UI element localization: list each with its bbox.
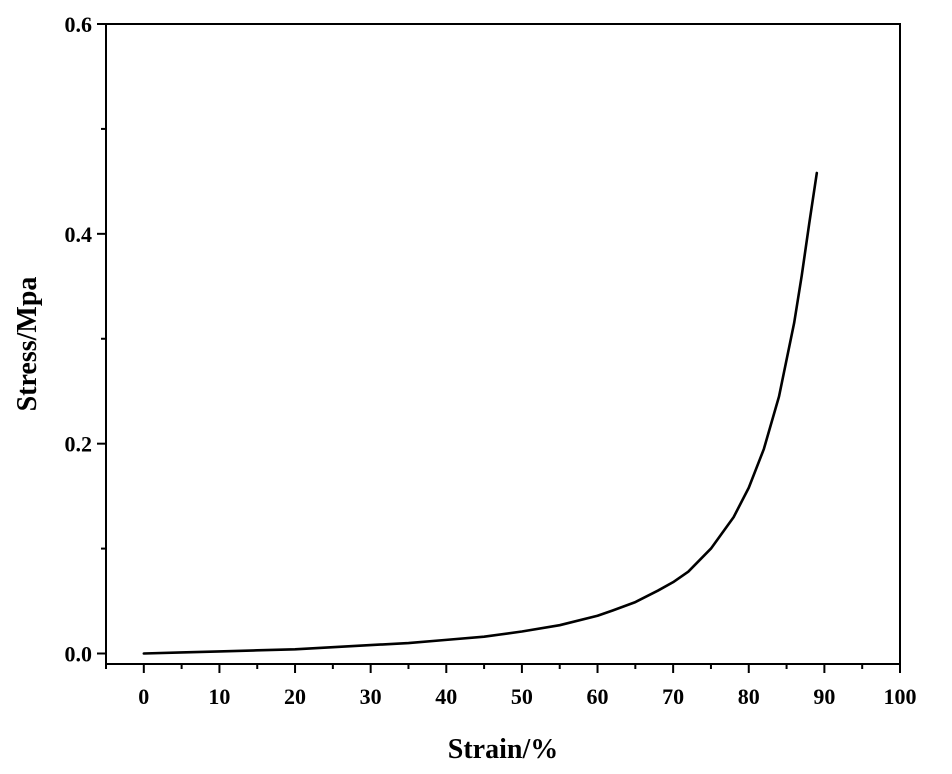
x-tick-label: 90 [813,684,835,709]
x-tick-label: 0 [138,684,149,709]
x-tick-label: 40 [435,684,457,709]
y-tick-label: 0.2 [65,432,93,457]
x-tick-label: 50 [511,684,533,709]
x-tick-label: 20 [284,684,306,709]
x-tick-label: 70 [662,684,684,709]
y-axis-ticks [97,23,106,655]
x-axis-ticks [105,664,901,673]
y-tick-label: 0.0 [65,642,93,667]
x-tick-label: 30 [360,684,382,709]
x-tick-label: 10 [208,684,230,709]
x-axis-tick-labels: 0 10 20 30 40 50 60 70 80 90 100 [138,684,916,709]
y-tick-label: 0.6 [65,12,93,37]
x-axis-title: Strain/% [448,734,558,765]
y-axis-title: Stress/Mpa [12,277,43,412]
y-axis-tick-labels: 0.0 0.2 0.4 0.6 [65,12,93,667]
x-tick-label: 100 [884,684,917,709]
stress-strain-curve [142,171,819,655]
y-tick-label: 0.4 [65,222,93,247]
plot-frame [105,23,901,665]
x-tick-label: 80 [738,684,760,709]
x-tick-label: 60 [587,684,609,709]
